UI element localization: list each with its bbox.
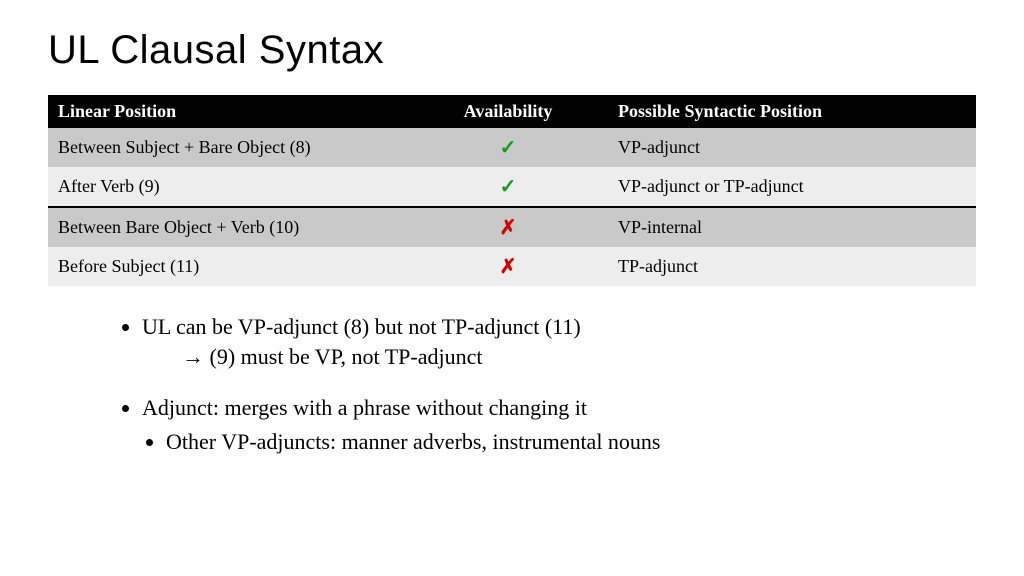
bullet-2-text: Adjunct: merges with a phrase without ch… xyxy=(142,395,587,420)
cell-syntactic: TP-adjunct xyxy=(608,247,976,286)
cell-position: Between Bare Object + Verb (10) xyxy=(48,207,408,247)
cell-syntactic: VP-internal xyxy=(608,207,976,247)
bullet-1-line-2-text: (9) must be VP, not TP-adjunct xyxy=(204,344,482,369)
cell-availability: ✓ xyxy=(408,167,608,207)
check-icon: ✓ xyxy=(500,137,517,159)
bullet-list: UL can be VP-adjunct (8) but not TP-adju… xyxy=(48,312,976,457)
table-row: Between Subject + Bare Object (8) ✓ VP-adj… xyxy=(48,128,976,167)
bullet-2-sub: Other VP-adjuncts: manner adverbs, instr… xyxy=(166,427,976,457)
cross-icon: ✗ xyxy=(500,256,517,278)
cell-position: Before Subject (11) xyxy=(48,247,408,286)
table-row: After Verb (9) ✓ VP-adjunct or TP-adjunct xyxy=(48,167,976,207)
cell-position: Between Subject + Bare Object (8) xyxy=(48,128,408,167)
cell-syntactic: VP-adjunct or TP-adjunct xyxy=(608,167,976,207)
col-availability: Availability xyxy=(408,95,608,128)
bullet-item-1: UL can be VP-adjunct (8) but not TP-adju… xyxy=(142,312,976,371)
table-header-row: Linear Position Availability Possible Sy… xyxy=(48,95,976,128)
cell-availability: ✗ xyxy=(408,247,608,286)
table-row: Between Bare Object + Verb (10) ✗ VP-inter… xyxy=(48,207,976,247)
check-icon: ✓ xyxy=(500,176,517,198)
arrow-icon: → xyxy=(182,344,204,369)
cell-syntactic: VP-adjunct xyxy=(608,128,976,167)
col-syntactic-position: Possible Syntactic Position xyxy=(608,95,976,128)
bullet-1-line-1: UL can be VP-adjunct (8) but not TP-adju… xyxy=(142,314,581,339)
cell-availability: ✓ xyxy=(408,128,608,167)
syntax-table: Linear Position Availability Possible Sy… xyxy=(48,95,976,286)
slide-title: UL Clausal Syntax xyxy=(48,28,976,73)
table-row: Before Subject (11) ✗ TP-adjunct xyxy=(48,247,976,286)
col-linear-position: Linear Position xyxy=(48,95,408,128)
bullet-item-2: Adjunct: merges with a phrase without ch… xyxy=(142,393,976,456)
cell-availability: ✗ xyxy=(408,207,608,247)
bullet-1-line-2: → (9) must be VP, not TP-adjunct xyxy=(142,342,976,372)
cell-position: After Verb (9) xyxy=(48,167,408,207)
cross-icon: ✗ xyxy=(500,217,517,239)
